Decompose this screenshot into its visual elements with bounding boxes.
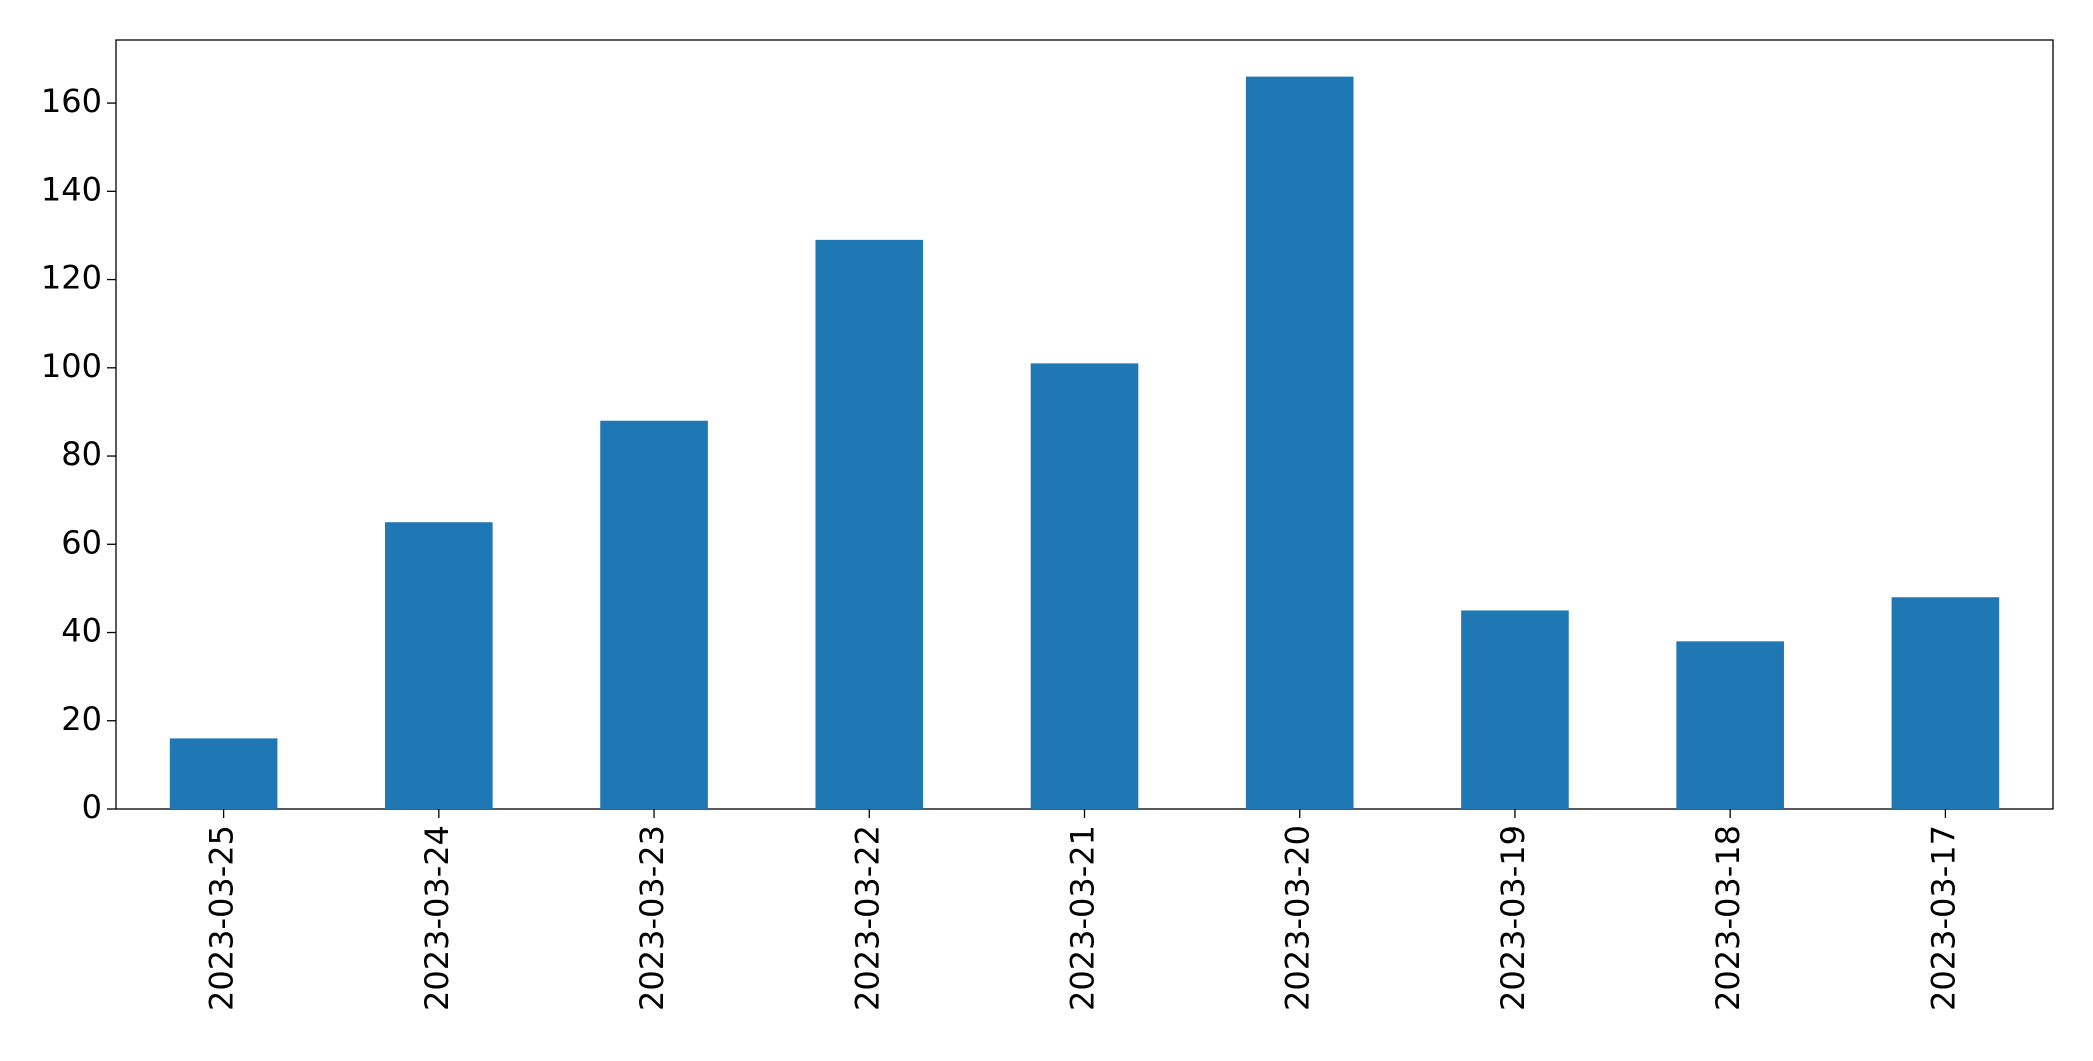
y-tick-label: 80 [61,435,102,473]
bar [1461,610,1569,809]
y-tick-label: 0 [82,788,102,826]
y-tick-label: 140 [41,170,102,208]
x-tick-label: 2023-03-21 [1064,825,1102,1011]
x-tick-label: 2023-03-19 [1494,825,1532,1011]
bar [600,420,708,809]
y-tick-label: 60 [61,523,102,561]
y-tick-label: 100 [41,347,102,385]
bar [1891,597,2000,809]
x-tick-label: 2023-03-17 [1924,825,1962,1011]
bar [385,522,493,809]
x-tick-label: 2023-03-18 [1709,825,1747,1011]
y-tick-label: 160 [41,82,102,120]
bar [169,738,278,809]
x-tick-label: 2023-03-23 [633,825,671,1011]
x-tick-label: 2023-03-20 [1279,825,1317,1011]
x-tick-label: 2023-03-25 [203,825,241,1011]
bar [1676,641,1784,809]
y-tick-label: 40 [61,612,102,650]
y-tick-label: 120 [41,259,102,297]
x-tick-label: 2023-03-22 [848,825,886,1011]
bar [1030,363,1139,809]
x-tick-label: 2023-03-24 [418,825,456,1011]
bar [815,239,924,809]
y-tick-label: 20 [61,700,102,738]
bar [1245,76,1354,810]
